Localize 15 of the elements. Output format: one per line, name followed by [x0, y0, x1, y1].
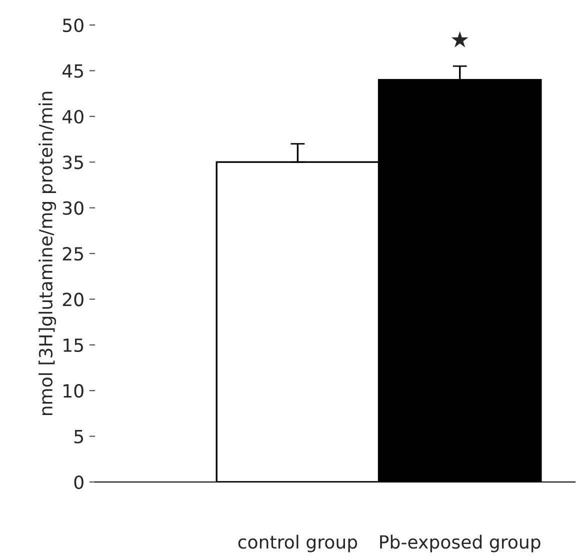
y-tick-label: 5: [74, 430, 84, 444]
y-tick-label: 40: [62, 110, 84, 124]
y-tick-label: 20: [62, 292, 84, 306]
x-tick-label: Pb-exposed group: [380, 534, 540, 552]
x-tick-label: control group: [238, 534, 358, 552]
y-axis-title: nmol [3H]glutamine/mg protein/min: [38, 92, 56, 416]
y-tick-label: 15: [64, 338, 84, 352]
y-tick-label: 25: [62, 246, 84, 261]
annotation: ★: [451, 31, 468, 48]
y-tick-label: 35: [62, 156, 84, 170]
y-tick-label: 45: [62, 64, 84, 78]
y-tick-label: 0: [74, 475, 84, 490]
y-tick-label: 30: [62, 201, 84, 215]
y-tick-label: 10: [64, 384, 84, 398]
y-tick-label: 50: [63, 18, 84, 32]
